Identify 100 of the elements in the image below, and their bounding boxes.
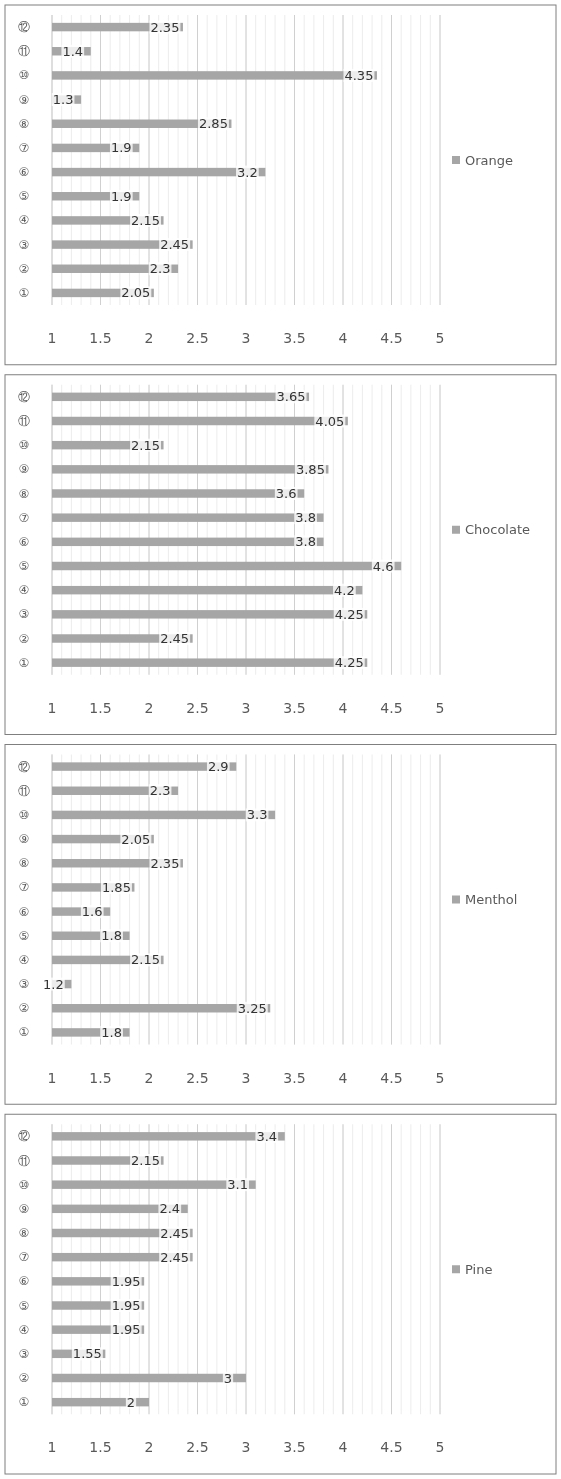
y-tick-label: ⑩ [18,1177,30,1192]
data-label: 3.6 [275,486,297,501]
data-label: 1.8 [101,1024,122,1040]
x-tick-label: 3.5 [283,1439,306,1456]
data-label: 2.3 [149,261,171,277]
x-tick-label: 2 [144,699,154,716]
data-label: 2.35 [150,855,180,871]
x-tick-label: 3 [241,1439,251,1456]
x-tick-label: 1 [47,1069,57,1086]
y-tick-label: ⑪ [18,783,30,798]
x-tick-label: 4.5 [380,1069,403,1086]
x-tick-label: 4.5 [380,699,403,716]
y-tick-label: ⑨ [18,832,30,847]
data-label: 3.2 [237,164,258,180]
data-label: 2.15 [131,952,161,968]
y-tick-label: ⑨ [18,92,30,107]
y-tick-label: ⑦ [18,1250,30,1265]
data-label: 3.1 [227,1177,249,1193]
y-tick-label: ② [18,631,30,646]
data-label: 1.55 [72,1346,102,1362]
x-tick-label: 3.5 [283,330,306,346]
data-label: 2.15 [131,1153,161,1168]
y-tick-label: ④ [18,952,30,967]
x-tick-label: 4 [338,330,348,346]
data-label: 2.35 [150,19,180,35]
x-tick-label: 2 [144,330,154,346]
data-label: 2.3 [149,783,171,799]
y-tick-label: ⑤ [18,1298,30,1313]
x-tick-label: 3 [241,330,251,346]
data-label: 1.95 [111,1322,141,1338]
y-tick-label: ⑪ [18,44,30,59]
x-tick-label: 2.5 [186,1439,209,1456]
data-label: 3.8 [295,534,316,550]
y-tick-label: ⑫ [18,1129,30,1144]
data-label: 3.85 [295,461,325,477]
y-tick-label: ⑤ [18,928,30,943]
x-tick-label: 1.5 [89,1439,112,1456]
data-label: 1.3 [52,92,74,108]
y-tick-label: ③ [18,1346,30,1361]
x-tick-label: 2.5 [186,330,209,346]
y-tick-label: ⑩ [18,807,30,822]
y-tick-label: ⑫ [18,20,30,35]
y-tick-label: ⑥ [18,904,30,919]
x-tick-label: 4.5 [380,330,403,346]
x-tick-label: 1.5 [89,699,112,716]
y-tick-label: ⑤ [18,189,30,204]
y-tick-label: ③ [18,607,30,622]
y-tick-label: ② [18,1001,30,1016]
x-tick-label: 2 [144,1439,154,1456]
data-label: 1.6 [81,904,103,920]
data-label: 1.9 [110,140,132,156]
legend-label: Pine [465,1261,493,1277]
data-label: 2.05 [121,831,151,847]
data-label: 1.8 [101,928,122,944]
data-label: 2.85 [198,116,228,132]
y-tick-label: ① [18,655,30,670]
data-label: 3.3 [246,807,268,823]
data-label: 1.95 [111,1273,141,1289]
data-label: 2.05 [121,285,151,301]
x-tick-label: 3.5 [283,699,306,716]
x-tick-label: 5 [435,699,445,716]
data-label: 2.45 [160,1225,190,1241]
data-label: 4.05 [315,413,345,429]
data-label: 4.25 [334,655,364,671]
x-tick-label: 1 [47,330,57,346]
data-label: 2.45 [160,631,190,646]
y-tick-label: ④ [18,213,30,228]
x-tick-label: 2 [144,1069,154,1086]
data-label: 1.85 [101,879,131,895]
y-tick-label: ⑩ [18,68,30,83]
x-tick-label: 5 [435,1069,445,1086]
y-tick-label: ⑥ [18,534,30,549]
x-tick-label: 3 [241,1069,251,1086]
y-tick-label: ⑧ [18,856,30,871]
data-label: 1.4 [62,43,84,59]
y-tick-label: ④ [18,1322,30,1337]
data-label: 2.45 [160,237,190,253]
y-tick-label: ③ [18,237,30,252]
x-tick-label: 1 [47,699,57,716]
legend-label: Menthol [465,892,518,907]
y-tick-label: ⑤ [18,559,30,573]
y-tick-label: ⑧ [18,1226,30,1240]
data-label: 2.15 [131,212,161,228]
y-tick-label: ① [18,285,30,300]
data-label: 2 [126,1394,136,1410]
x-tick-label: 1 [47,1439,57,1456]
y-tick-label: ③ [18,977,30,992]
legend-label: Orange [465,152,514,168]
y-tick-label: ⑪ [18,414,30,428]
data-label: 1.95 [111,1298,141,1313]
x-tick-label: 5 [435,330,445,346]
x-tick-label: 4 [338,1439,348,1456]
data-label: 3.4 [256,1128,278,1144]
data-label: 3 [223,1370,233,1386]
x-tick-label: 2.5 [186,1069,209,1086]
y-tick-label: ⑪ [18,1153,30,1168]
y-tick-label: ⑫ [18,759,30,774]
data-label: 2.4 [159,1201,181,1217]
data-label: 4.6 [372,558,394,574]
x-tick-label: 2.5 [186,699,209,716]
